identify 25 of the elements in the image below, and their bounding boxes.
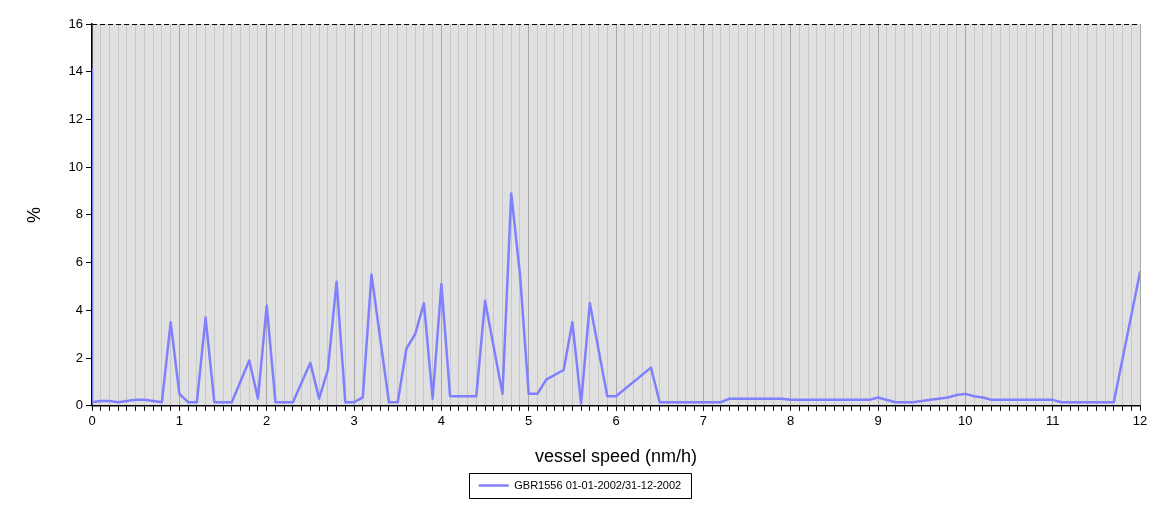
- y-tick-label: 10: [68, 158, 84, 174]
- x-tick-label: 10: [958, 413, 973, 429]
- x-tick-label: 12: [1132, 413, 1148, 429]
- x-tick-label: 4: [437, 413, 445, 429]
- y-tick-label: 16: [68, 15, 84, 31]
- x-tick-label: 5: [525, 413, 533, 429]
- x-tick-label: 1: [175, 413, 184, 429]
- y-tick-label: 8: [75, 206, 84, 222]
- x-axis-title: vessel speed (nm/h): [534, 446, 698, 467]
- x-tick-label: 0: [88, 413, 96, 429]
- y-tick-label: 2: [75, 349, 84, 365]
- y-tick-label: 6: [75, 254, 84, 270]
- x-tick-label: 11: [1045, 413, 1060, 429]
- y-tick-label: 12: [68, 111, 84, 127]
- legend-label: GBR1556 01-01-2002/31-12-2002: [514, 478, 682, 491]
- y-tick-label: 14: [68, 63, 84, 79]
- x-tick-label: 9: [874, 413, 882, 429]
- x-tick-label: 3: [350, 413, 358, 429]
- y-tick-label: 4: [75, 301, 84, 317]
- y-axis-title: %: [23, 206, 44, 223]
- x-tick-label: 7: [699, 413, 707, 429]
- x-tick-label: 6: [612, 413, 620, 429]
- x-tick-label: 8: [787, 413, 795, 429]
- x-tick-label: 2: [263, 413, 271, 429]
- y-tick-label: 0: [75, 397, 84, 413]
